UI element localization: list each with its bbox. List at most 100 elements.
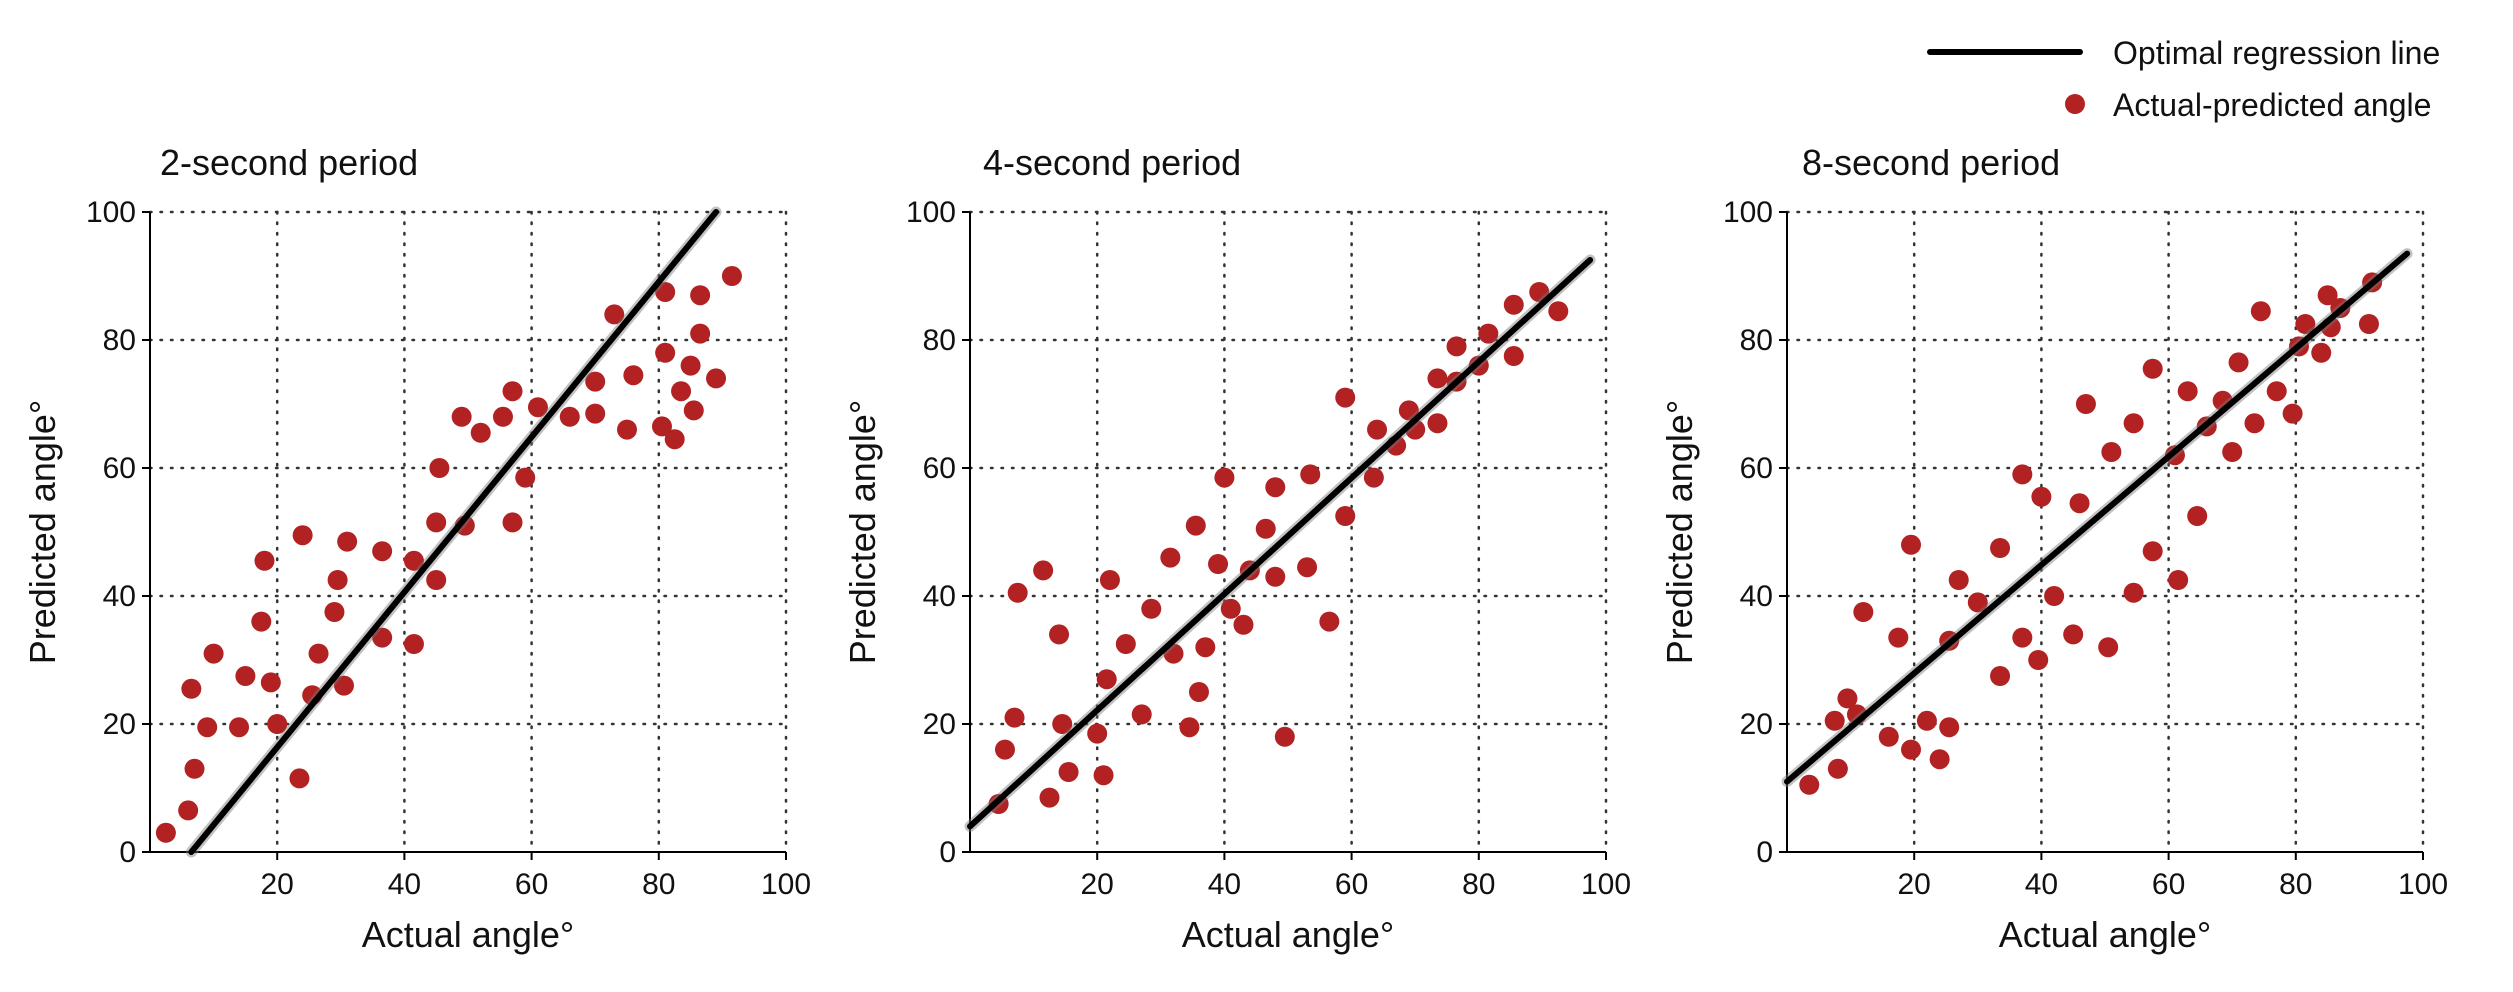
data-point [655,282,676,302]
data-point [492,406,513,427]
scatter-points [1799,272,2383,795]
y-tick-label: 20 [923,708,956,741]
data-point [1214,467,1235,488]
data-point [2063,624,2084,645]
data-point [515,467,536,488]
data-point [1274,726,1295,747]
y-tick-label: 60 [923,452,956,485]
x-tick-label: 80 [1462,868,1495,901]
y-tick-label: 80 [1740,324,1773,357]
chart-title: 4-second period [983,142,1241,183]
data-point [333,675,354,696]
data-point [2311,342,2332,363]
data-point [1335,506,1356,526]
legend: Optimal regression line Actual-predicted… [1927,35,2440,123]
data-point [1208,554,1229,574]
data-point [617,419,637,440]
data-point [451,406,472,427]
data-point [1033,560,1054,581]
data-point [403,634,424,654]
data-point [229,717,250,738]
data-point [1300,464,1321,485]
y-axis-label: Predicted angle° [842,400,883,665]
data-point [2222,442,2243,462]
data-point [267,714,288,734]
data-point [671,381,692,402]
data-point [1427,413,1448,434]
data-point [181,678,202,699]
data-point [1007,582,1028,603]
data-point [706,368,727,389]
data-point [2168,570,2189,590]
data-point [470,422,491,443]
legend-regression-line-label: Optimal regression line [2113,35,2440,71]
y-tick-label: 40 [923,580,956,613]
legend-point-label: Actual-predicted angle [2113,87,2431,123]
data-point [2028,650,2049,670]
data-point [690,285,711,306]
data-point [1297,557,1318,578]
data-point [1916,710,1937,731]
data-point [1878,726,1899,747]
data-point [1929,749,1950,770]
x-tick-label: 40 [388,868,421,901]
data-point [1503,294,1524,315]
x-tick-label: 20 [1081,868,1114,901]
data-point [254,550,275,571]
data-point [1548,301,1569,322]
data-point [1265,566,1286,587]
data-point [1478,323,1499,344]
x-tick-label: 80 [2279,868,2312,901]
x-axis-label: Actual angle° [1999,914,2212,955]
data-point [1888,627,1909,648]
chart-panel-8-second: 8-second period Actual angle° Predicted … [1659,142,2448,955]
data-point [2123,413,2144,434]
data-point [2317,285,2338,306]
data-point [2142,358,2163,379]
data-point [1319,611,1340,632]
data-point [721,266,742,286]
data-point [1398,400,1419,421]
y-tick-label: 20 [1740,708,1773,741]
data-point [655,342,676,363]
data-point [251,611,272,632]
chart-title: 8-second period [1802,142,2060,183]
x-tick-label: 60 [1335,868,1368,901]
data-point [664,429,685,450]
y-tick-label: 80 [103,324,136,357]
data-point [235,666,256,686]
data-point [1093,765,1114,786]
data-point [1195,637,1216,658]
x-axis-label: Actual angle° [362,914,575,955]
data-point [1141,598,1162,619]
y-tick-label: 100 [906,196,956,229]
x-tick-label: 60 [515,868,548,901]
data-point [203,643,224,664]
data-point [2282,403,2303,424]
data-point [337,531,358,552]
data-point [527,397,548,418]
data-point [1131,704,1152,725]
data-point [1948,570,1969,590]
data-point [1160,547,1181,568]
data-point [2101,442,2122,462]
x-tick-label: 20 [1898,868,1931,901]
chart-title: 2-second period [160,142,418,183]
data-point [2044,586,2065,606]
data-point [1901,739,1922,760]
data-point [1799,774,1820,795]
data-point [426,570,447,590]
data-point [1901,534,1922,555]
y-tick-label: 60 [103,452,136,485]
data-point [429,458,450,478]
data-point [1990,666,2011,686]
y-tick-label: 20 [103,708,136,741]
data-point [1827,758,1848,779]
data-point [1096,669,1117,690]
grid [968,210,1608,854]
data-point [324,602,345,622]
y-tick-label: 0 [119,836,136,869]
data-point [1446,336,1467,357]
data-point [2142,541,2163,562]
